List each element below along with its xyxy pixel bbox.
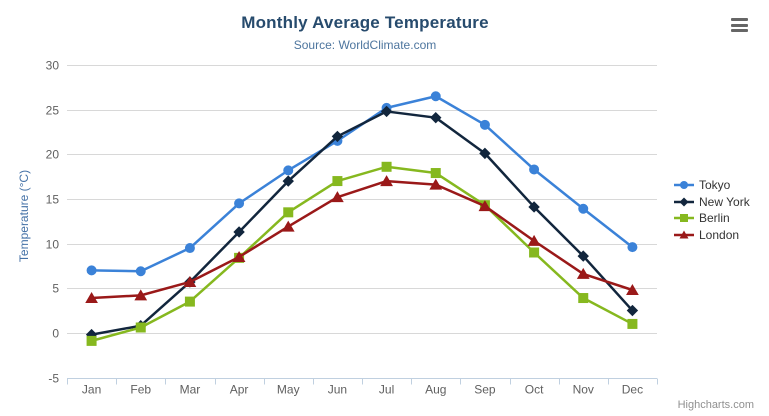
x-tick-label: Mar <box>180 383 201 397</box>
data-point-berlin[interactable] <box>184 296 195 307</box>
x-tick-label: Nov <box>573 383 594 397</box>
y-tick-label: 10 <box>46 238 60 252</box>
data-point-london[interactable] <box>626 284 639 295</box>
legend-item-new-york[interactable]: New York <box>674 194 750 211</box>
hamburger-icon <box>731 23 748 27</box>
data-point-new-york[interactable] <box>479 147 491 160</box>
legend-item-label: Tokyo <box>699 178 731 193</box>
data-point-berlin[interactable] <box>430 168 441 179</box>
data-point-tokyo[interactable] <box>430 91 441 102</box>
london-legend-marker-icon <box>674 230 694 239</box>
data-point-london[interactable] <box>134 289 148 301</box>
y-tick-label: 20 <box>46 148 60 162</box>
legend: Tokyo New York Berlin London <box>674 177 750 243</box>
data-point-new-york[interactable] <box>528 201 540 213</box>
series-line-new-york[interactable] <box>90 110 634 336</box>
data-point-berlin[interactable] <box>332 176 343 187</box>
data-point-berlin[interactable] <box>627 318 638 329</box>
data-point-new-york[interactable] <box>626 304 639 317</box>
data-point-tokyo[interactable] <box>283 165 294 176</box>
data-point-tokyo[interactable] <box>529 164 540 175</box>
legend-item-label: New York <box>699 194 750 209</box>
data-point-berlin[interactable] <box>135 322 146 333</box>
data-point-tokyo[interactable] <box>627 242 638 253</box>
x-tick-label: Jan <box>82 383 101 397</box>
data-point-london[interactable] <box>85 292 98 304</box>
legend-item-london[interactable]: London <box>674 227 750 244</box>
y-tick-label: -5 <box>48 372 59 386</box>
data-point-london[interactable] <box>576 267 590 279</box>
tokyo-legend-marker-icon <box>674 181 694 190</box>
data-point-london[interactable] <box>429 178 443 190</box>
data-point-berlin[interactable] <box>578 293 589 304</box>
highcharts-credits-link[interactable]: Highcharts.com <box>677 399 754 411</box>
data-point-tokyo[interactable] <box>184 243 195 254</box>
data-point-tokyo[interactable] <box>479 119 490 130</box>
data-point-berlin[interactable] <box>86 335 97 346</box>
data-point-london[interactable] <box>478 200 492 212</box>
data-point-london[interactable] <box>331 191 344 203</box>
x-tick-label: Aug <box>425 383 446 397</box>
series-line-berlin[interactable] <box>90 165 634 343</box>
x-tick-label: Apr <box>230 383 249 397</box>
y-axis-title: Temperature (°C) <box>17 169 31 263</box>
x-tick-label: Dec <box>622 383 643 397</box>
legend-item-label: Berlin <box>699 211 730 226</box>
data-point-london[interactable] <box>281 220 295 232</box>
data-point-berlin[interactable] <box>529 247 540 258</box>
y-tick-label: 25 <box>46 104 60 118</box>
x-tick-label: Sep <box>474 383 496 397</box>
hamburger-icon <box>731 18 748 21</box>
chart-subtitle: Source: WorldClimate.com <box>293 38 437 52</box>
data-point-new-york[interactable] <box>577 250 589 262</box>
data-point-tokyo[interactable] <box>578 203 589 214</box>
y-tick-label: 5 <box>52 282 59 296</box>
data-point-tokyo[interactable] <box>135 266 146 277</box>
data-point-berlin[interactable] <box>283 207 294 218</box>
data-point-new-york[interactable] <box>331 130 344 143</box>
new-york-legend-marker-icon <box>674 197 694 207</box>
data-point-london[interactable] <box>380 175 393 187</box>
data-point-new-york[interactable] <box>233 226 245 238</box>
data-point-london[interactable] <box>183 275 197 287</box>
data-point-tokyo[interactable] <box>234 198 245 209</box>
data-point-new-york[interactable] <box>282 175 294 187</box>
data-point-new-york[interactable] <box>380 105 393 118</box>
export-menu-button[interactable] <box>727 13 753 37</box>
x-tick-label: Oct <box>525 383 544 397</box>
y-tick-label: 0 <box>52 327 59 341</box>
x-tick-label: Jun <box>328 383 347 397</box>
y-tick-label: 30 <box>46 59 60 73</box>
data-point-london[interactable] <box>527 234 541 246</box>
berlin-legend-marker-icon <box>674 214 694 223</box>
y-tick-label: 15 <box>46 193 60 207</box>
data-point-new-york[interactable] <box>430 111 442 124</box>
x-tick-label: May <box>277 383 300 397</box>
data-point-tokyo[interactable] <box>86 265 97 276</box>
legend-item-berlin[interactable]: Berlin <box>674 210 750 227</box>
x-tick-label: Feb <box>130 383 151 397</box>
data-point-berlin[interactable] <box>381 161 392 172</box>
legend-item-tokyo[interactable]: Tokyo <box>674 177 750 194</box>
chart-title: Monthly Average Temperature <box>241 13 489 32</box>
series-line-london[interactable] <box>90 179 634 300</box>
legend-item-label: London <box>699 227 740 242</box>
x-tick-label: Jul <box>379 383 394 397</box>
hamburger-icon <box>731 29 748 32</box>
data-point-london[interactable] <box>232 250 246 262</box>
